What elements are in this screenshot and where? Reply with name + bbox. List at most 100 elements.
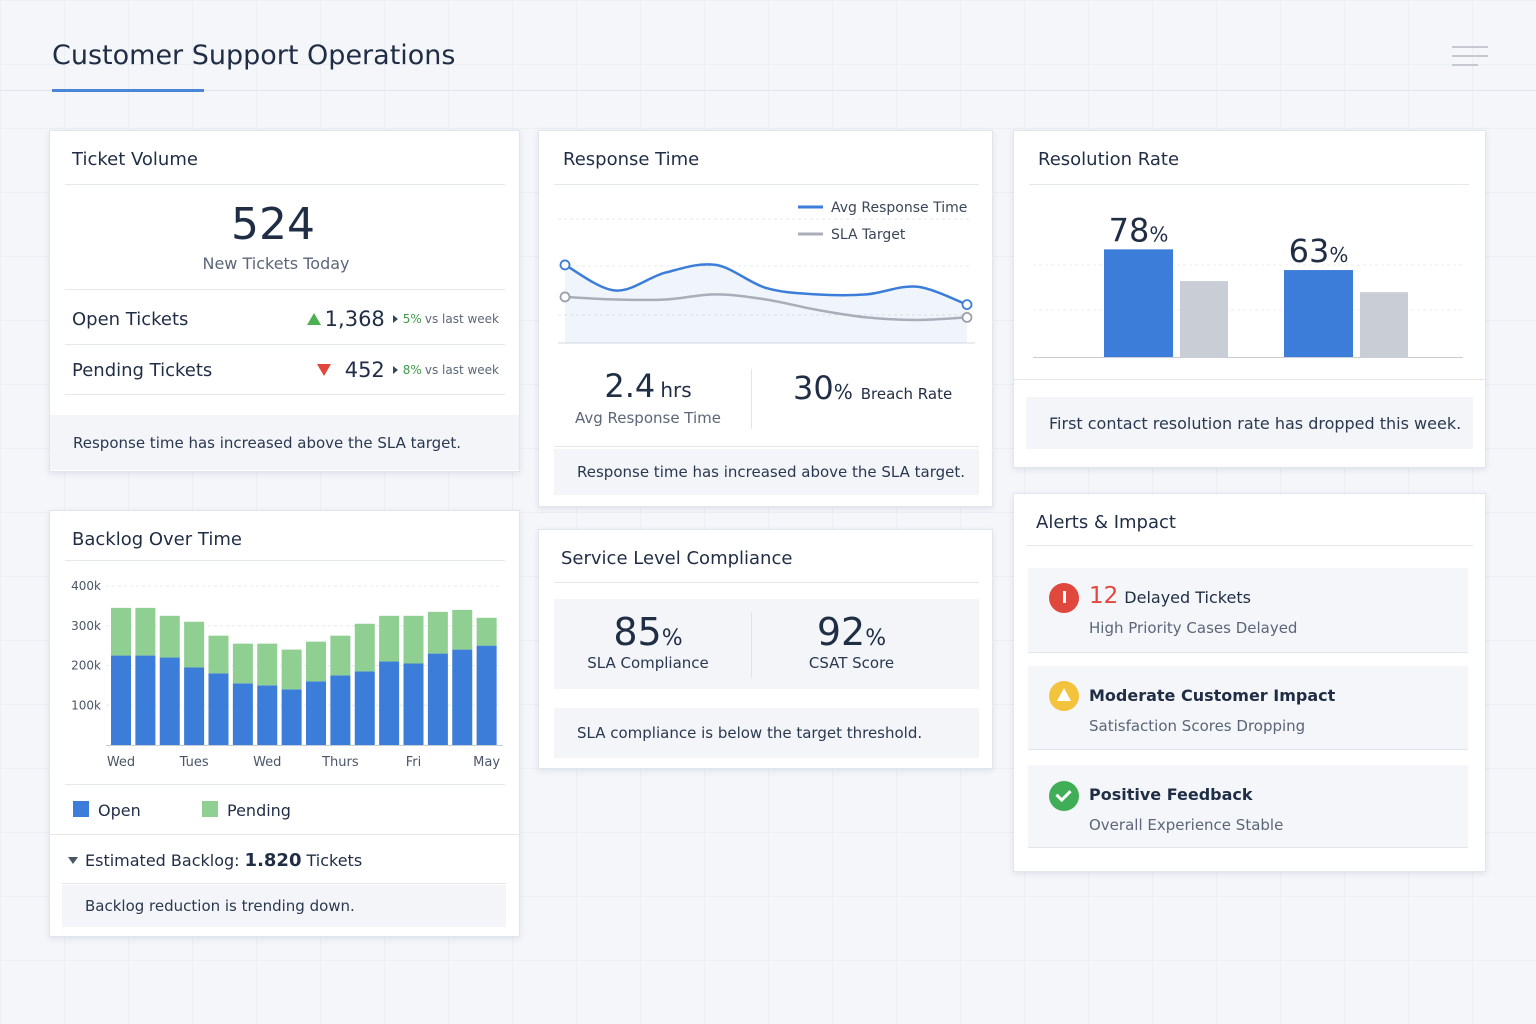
legend-swatch: [73, 801, 89, 817]
card-title: Resolution Rate: [1038, 149, 1180, 170]
divider: [62, 883, 506, 884]
menu-line: [1452, 46, 1488, 48]
note: First contact resolution rate has droppe…: [1026, 397, 1473, 449]
alert-item[interactable]: Moderate Customer Impact Satisfaction Sc…: [1028, 666, 1468, 750]
title-underline: [52, 89, 204, 92]
ticket-volume-card: Ticket Volume 524 New Tickets Today Open…: [49, 130, 520, 472]
resolution-rate-card: Resolution Rate First contact resolution…: [1013, 130, 1486, 468]
alert-title: Positive Feedback: [1089, 785, 1253, 804]
row-value-group: 1,368 5% vs last week: [306, 307, 499, 331]
stat-value: 2.4: [604, 367, 656, 405]
stat: 92% CSAT Score: [759, 610, 944, 672]
stat-label: CSAT Score: [808, 654, 895, 672]
divider: [1026, 545, 1473, 546]
menu-line: [1452, 55, 1488, 57]
note: Response time has increased above the SL…: [554, 449, 979, 495]
change: 8%: [402, 363, 422, 377]
change: 5%: [402, 312, 422, 326]
note: Backlog reduction is trending down.: [62, 885, 506, 927]
card-title: Alerts & Impact: [1036, 512, 1176, 533]
stat-label: Breach Rate: [860, 385, 953, 403]
header-rule: [0, 90, 1536, 91]
error-icon: [1049, 583, 1079, 613]
response-time-card: Response Time 2.4 hrs Avg Response Time …: [538, 130, 993, 507]
caption: New Tickets Today: [202, 254, 350, 273]
divider: [65, 394, 505, 395]
divider: [65, 560, 505, 561]
row-value: 1,368: [324, 307, 385, 331]
card-title: Ticket Volume: [72, 149, 198, 170]
legend-label: Pending: [227, 801, 291, 820]
note: SLA compliance is below the target thres…: [554, 708, 979, 758]
up-arrow: [306, 313, 321, 325]
legend-swatch: [202, 801, 218, 817]
card-title: Backlog Over Time: [72, 529, 242, 550]
card-title: Response Time: [563, 149, 700, 170]
alert-heading: 12 Delayed Tickets: [1089, 583, 1251, 609]
stat-panel: [554, 599, 979, 689]
success-icon: [1049, 781, 1079, 811]
estimate-value: 1.820: [244, 850, 302, 871]
menu-line: [1452, 64, 1478, 66]
alert-detail: Satisfaction Scores Dropping: [1089, 717, 1306, 735]
alert-item[interactable]: 12 Delayed Tickets High Priority Cases D…: [1028, 568, 1468, 653]
stat-unit: %: [661, 626, 683, 651]
row-label: Open Tickets: [72, 309, 189, 330]
service-level-card: Service Level Compliance 85% SLA Complia…: [538, 529, 993, 769]
alert-title: Delayed Tickets: [1124, 588, 1251, 607]
divider: [65, 289, 505, 290]
divider: [751, 612, 752, 678]
alert-item[interactable]: Positive Feedback Overall Experience Sta…: [1028, 765, 1468, 848]
alert-count: 12: [1089, 583, 1119, 609]
divider: [554, 582, 979, 583]
estimate-label: Estimated Backlog:: [85, 851, 240, 870]
icon-glyph: [1055, 785, 1072, 803]
stat: 85% SLA Compliance: [554, 610, 742, 672]
backlog-card: Backlog Over Time Open Pending Estimated…: [49, 510, 520, 937]
stat-unit: hrs: [660, 378, 692, 402]
icon-glyph: [1062, 590, 1066, 603]
estimate: Estimated Backlog: 1.820 Tickets: [68, 850, 362, 871]
alert-detail: High Priority Cases Delayed: [1089, 619, 1298, 637]
menu-icon[interactable]: [1452, 46, 1488, 66]
warning-icon: [1049, 681, 1079, 711]
stat-value: 85: [613, 610, 662, 654]
row-value-group: 452 8% vs last week: [316, 358, 499, 382]
estimate-unit: Tickets: [306, 851, 363, 870]
down-arrow: [316, 364, 331, 376]
comparison: vs last week: [424, 363, 499, 377]
divider: [65, 184, 505, 185]
caret: [68, 857, 78, 864]
alert-title: Moderate Customer Impact: [1089, 686, 1336, 705]
page-title: Customer Support Operations: [52, 40, 456, 71]
stat: 30 % Breach Rate: [793, 369, 952, 407]
stat-unit: %: [833, 380, 853, 404]
note: Response time has increased above the SL…: [50, 415, 519, 470]
divider: [751, 369, 752, 429]
divider: [65, 784, 505, 785]
divider: [65, 344, 505, 345]
stat-label: Avg Response Time: [574, 409, 722, 427]
divider: [554, 184, 979, 185]
icon-glyph: [1057, 688, 1071, 701]
legend-label: Open: [98, 801, 141, 820]
divider: [1029, 184, 1469, 185]
stat-label: SLA Compliance: [587, 654, 709, 672]
divider: [554, 446, 979, 447]
alert-detail: Overall Experience Stable: [1089, 816, 1284, 834]
alerts-card: Alerts & Impact 12 Delayed Tickets High …: [1013, 493, 1486, 872]
comparison: vs last week: [424, 312, 499, 326]
pointer: [392, 366, 398, 374]
row-value: 452: [344, 358, 385, 382]
row-label: Pending Tickets: [72, 360, 213, 381]
card-title: Service Level Compliance: [561, 548, 793, 569]
stat-value: 92: [816, 610, 866, 654]
stat: 2.4 hrs Avg Response Time: [559, 367, 737, 427]
divider: [50, 834, 519, 835]
divider: [1014, 379, 1485, 380]
stat-unit: %: [865, 626, 887, 651]
stat-value: 30: [793, 369, 834, 407]
big-number: 524: [231, 199, 315, 250]
pointer: [392, 315, 398, 323]
